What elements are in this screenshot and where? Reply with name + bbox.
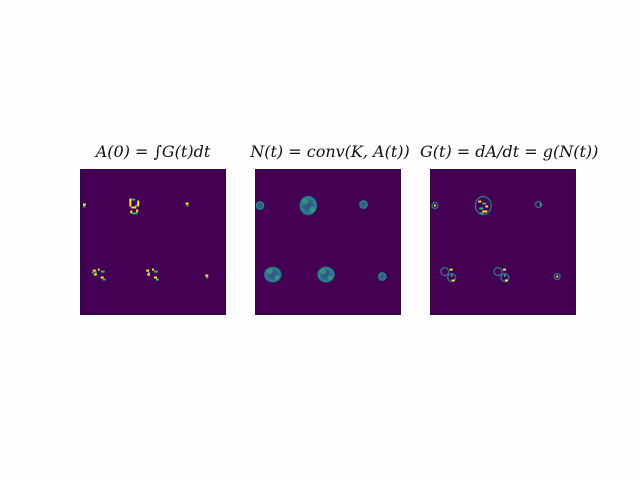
seed-cell xyxy=(102,278,106,281)
seed-cell xyxy=(155,278,159,281)
seed-cell xyxy=(186,204,189,207)
seed-cell xyxy=(185,202,189,205)
potential-blob xyxy=(256,200,265,211)
growth-ring xyxy=(553,272,561,281)
seed-cell xyxy=(153,276,157,279)
growth-ring xyxy=(493,266,503,277)
seed-cell xyxy=(93,273,97,276)
seed-cell xyxy=(146,269,150,272)
seed-cell xyxy=(94,271,97,274)
seed-cell xyxy=(147,273,151,276)
seed-cell xyxy=(205,274,209,277)
seed-cell xyxy=(131,206,137,209)
seed-cell xyxy=(135,204,138,207)
seed-cell xyxy=(132,212,138,215)
seed-cell xyxy=(131,198,136,201)
seed-cell xyxy=(130,210,133,214)
seed-cell xyxy=(82,205,85,208)
panel-title-seed: A(0) = ∫G(t)dt xyxy=(95,142,211,161)
seed-cell xyxy=(91,271,94,274)
potential-blob xyxy=(358,199,369,210)
growth-ring xyxy=(431,201,439,210)
seed-cell xyxy=(152,268,154,271)
seed-cell xyxy=(92,269,96,272)
seed-cell xyxy=(153,270,158,273)
seed-cell xyxy=(137,200,140,207)
seed-cell xyxy=(206,276,209,279)
panel-title-growth: G(t) = dA/dt = g(N(t)) xyxy=(420,142,599,161)
growth-heatmap xyxy=(430,169,576,315)
growth-ring xyxy=(440,266,450,277)
seed-cell xyxy=(100,276,104,279)
seed-cell xyxy=(148,271,151,274)
potential-blob xyxy=(316,265,336,284)
growth-ring xyxy=(534,200,543,209)
seed-heatmap xyxy=(80,169,226,315)
potential-heatmap xyxy=(255,169,401,315)
potential-blob xyxy=(377,271,388,282)
potential-blob xyxy=(298,194,319,217)
growth-ring xyxy=(500,272,510,283)
potential-blob xyxy=(262,265,283,284)
panel-title-potential: N(t) = conv(K, A(t)) xyxy=(250,142,410,161)
seed-cell xyxy=(97,268,100,271)
seed-cell xyxy=(136,209,139,213)
seed-cell xyxy=(82,203,86,206)
seed-cell xyxy=(100,270,105,273)
seed-cell xyxy=(129,198,132,207)
growth-ring xyxy=(474,195,492,216)
